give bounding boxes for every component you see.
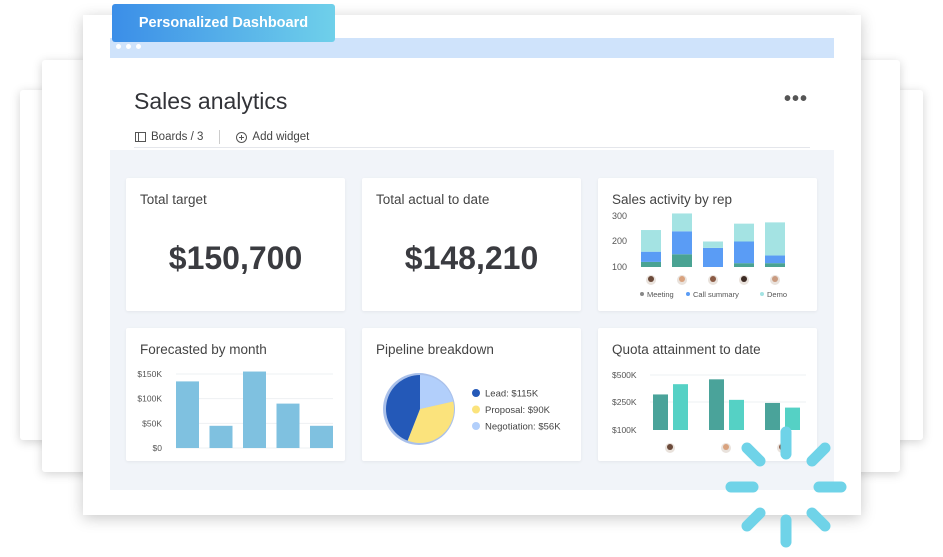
- y-tick-label: $500K: [612, 370, 637, 380]
- y-tick-label: 100: [612, 262, 627, 272]
- bar-demo: [672, 213, 692, 232]
- bar-call-summary: [672, 231, 692, 255]
- bar-call-summary: [734, 241, 754, 264]
- avatar-face: [667, 444, 673, 450]
- total-target-value: $150,700: [168, 240, 303, 276]
- window-titlebar: [110, 38, 834, 58]
- legend-label: Lead: $115K: [485, 389, 539, 400]
- quota-bar: [785, 407, 800, 430]
- card-title: Sales activity by rep: [612, 192, 733, 207]
- quota-bar: [765, 402, 780, 430]
- bar-meeting: [734, 263, 754, 267]
- boards-label: Boards / 3: [151, 131, 204, 143]
- sales-activity-card[interactable]: Sales activity by rep 300 200 100 Meeting Ca…: [598, 178, 817, 311]
- y-tick-label: $150K: [137, 369, 162, 379]
- quota-bar: [673, 384, 688, 430]
- bar-meeting: [641, 261, 661, 267]
- plus-circle-icon: [236, 131, 248, 143]
- quota-bar: [709, 379, 724, 430]
- bar-demo: [703, 241, 723, 248]
- quota-bar: [729, 399, 744, 430]
- forecast-bar: [176, 381, 199, 448]
- forecast-bar: [243, 371, 266, 448]
- loading-spinner-icon: [725, 426, 847, 548]
- forecast-card[interactable]: Forecasted by month $150K $100K $50K $0: [126, 328, 345, 461]
- more-options-button[interactable]: •••: [783, 88, 808, 110]
- card-title: Forecasted by month: [140, 342, 267, 357]
- avatar-face: [741, 276, 747, 282]
- legend-label: Demo: [767, 290, 787, 299]
- y-tick-label: $250K: [612, 397, 637, 407]
- bar-call-summary: [765, 255, 785, 264]
- bar-demo: [734, 223, 754, 242]
- forecast-bar: [276, 403, 300, 448]
- legend-dot: [472, 389, 480, 397]
- bar-demo: [765, 222, 785, 256]
- y-tick-label: 200: [612, 236, 627, 246]
- y-tick-label: 300: [612, 211, 627, 221]
- personalized-dashboard-tag: Personalized Dashboard: [112, 4, 335, 42]
- legend-dot: [472, 422, 480, 430]
- pie-slice: [407, 401, 454, 443]
- add-widget-button[interactable]: Add widget: [236, 131, 309, 143]
- legend-label: Negotiation: $56K: [485, 422, 561, 433]
- board-icon: [135, 132, 146, 142]
- bar-meeting: [765, 263, 785, 267]
- avatar-face: [710, 276, 716, 282]
- legend-label: Call summary: [693, 290, 739, 299]
- legend-dot: [640, 292, 644, 296]
- avatar-face: [648, 276, 654, 282]
- legend-label: Meeting: [647, 290, 674, 299]
- avatar-face: [772, 276, 778, 282]
- card-title: Total target: [140, 192, 207, 207]
- forecast-chart: $150K $100K $50K $0: [137, 369, 333, 453]
- forecast-bar: [209, 425, 233, 448]
- y-tick-label: $100K: [612, 425, 637, 435]
- bar-call-summary: [703, 247, 723, 267]
- avatar-face: [723, 444, 729, 450]
- legend-dot: [686, 292, 690, 296]
- total-actual-card[interactable]: Total actual to date $148,210: [362, 178, 581, 311]
- y-tick-label: $50K: [142, 418, 162, 428]
- quota-bar: [653, 394, 668, 430]
- dashboard-header: Sales analytics ••• Boards / 3 Add widge…: [110, 58, 834, 150]
- boards-link[interactable]: Boards / 3: [135, 131, 203, 143]
- add-widget-label: Add widget: [252, 131, 310, 143]
- card-title: Quota attainment to date: [612, 342, 761, 357]
- page-title: Sales analytics: [134, 88, 288, 114]
- bar-demo: [641, 230, 661, 252]
- bar-meeting: [672, 254, 692, 267]
- bar-call-summary: [641, 251, 661, 262]
- card-title: Pipeline breakdown: [376, 342, 494, 357]
- quota-chart: $500K $250K $100K: [612, 370, 806, 453]
- card-title: Total actual to date: [376, 192, 490, 207]
- sales-activity-chart: 300 200 100 Meeting Call summary Demo: [612, 211, 787, 299]
- pipeline-card[interactable]: Pipeline breakdown Lead: $115K Proposal: …: [362, 328, 581, 461]
- legend-dot: [472, 405, 480, 414]
- total-target-card[interactable]: Total target $150,700: [126, 178, 345, 311]
- legend-label: Proposal: $90K: [485, 405, 551, 416]
- y-tick-label: $0: [153, 443, 163, 453]
- pipeline-chart: Lead: $115K Proposal: $90K Negotiation: $5…: [383, 373, 561, 445]
- pie-slice: [386, 375, 420, 441]
- y-tick-label: $100K: [137, 394, 162, 404]
- avatar-face: [679, 276, 685, 282]
- total-actual-value: $148,210: [404, 240, 539, 276]
- forecast-bar: [310, 425, 333, 448]
- pie-slice: [420, 375, 454, 409]
- legend-dot: [760, 292, 764, 296]
